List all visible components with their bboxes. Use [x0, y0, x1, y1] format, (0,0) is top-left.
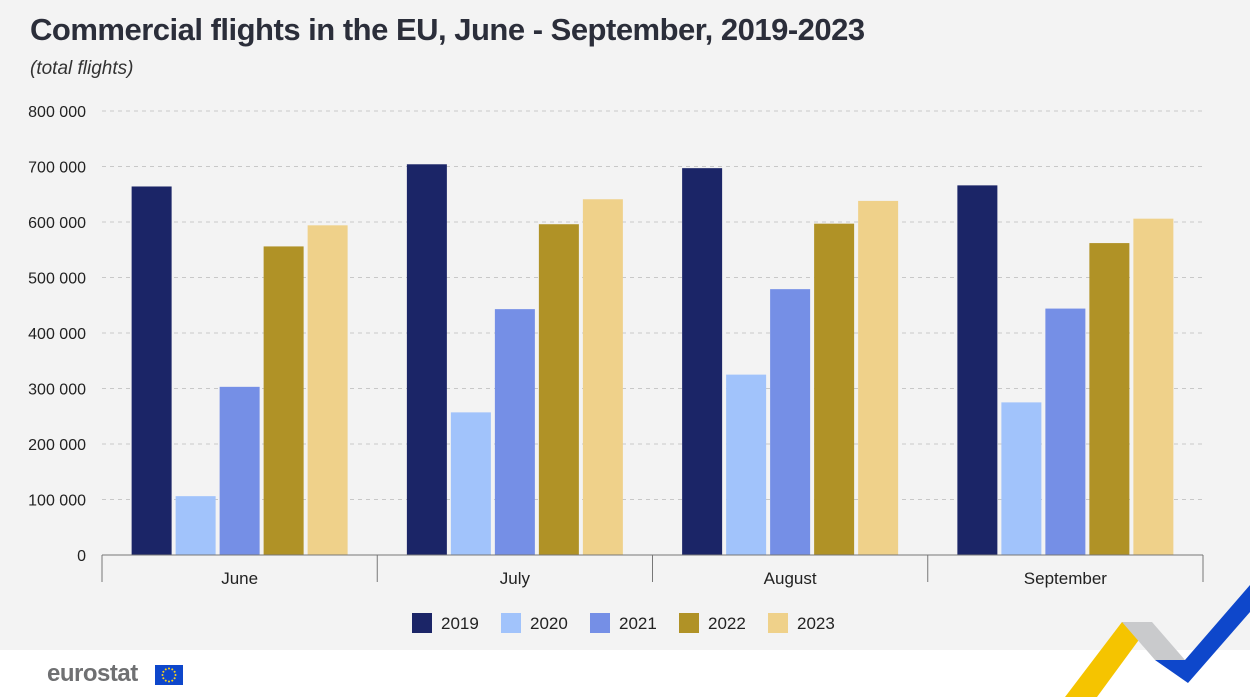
eu-star: [173, 670, 176, 673]
bar-2021-july: [494, 309, 535, 555]
y-tick-label: 800 000: [28, 104, 86, 121]
legend-swatch: [768, 613, 788, 633]
x-category-label: July: [500, 569, 531, 588]
eu-star: [162, 670, 165, 673]
y-tick-label: 600 000: [28, 215, 86, 232]
bar-2021-september: [1045, 308, 1086, 555]
eu-star: [171, 668, 174, 671]
eu-star: [168, 667, 170, 670]
bar-2019-july: [406, 164, 447, 555]
legend-label: 2022: [708, 614, 746, 633]
bar-2022-july: [538, 224, 579, 555]
x-category-label: September: [1024, 569, 1107, 588]
eurostat-logo: eurostat: [47, 660, 138, 687]
eu-star: [173, 677, 176, 680]
eu-star: [171, 679, 174, 682]
bar-2019-august: [682, 168, 723, 556]
legend-swatch: [590, 613, 610, 633]
y-tick-label: 200 000: [28, 437, 86, 454]
eu-star: [164, 679, 167, 682]
eu-flag-icon: [155, 665, 183, 685]
bar-2020-september: [1001, 402, 1042, 555]
eu-star: [161, 674, 164, 676]
eu-star: [168, 680, 170, 683]
chart-subtitle: (total flights): [30, 58, 134, 79]
y-tick-label: 700 000: [28, 160, 86, 177]
legend-label: 2021: [619, 614, 657, 633]
legend-swatch: [679, 613, 699, 633]
x-category-label: August: [764, 569, 817, 588]
legend-swatch: [412, 613, 432, 633]
bar-2023-september: [1133, 218, 1174, 556]
x-axis: June July August September: [101, 554, 1204, 588]
bar-2019-june: [131, 186, 172, 556]
legend-label: 2023: [797, 614, 835, 633]
eu-flag-stars: [161, 667, 177, 683]
eu-star: [164, 668, 167, 671]
legend-label: 2020: [530, 614, 568, 633]
bar-2022-june: [263, 246, 304, 556]
eu-star: [162, 677, 165, 680]
bar-2021-august: [770, 289, 811, 555]
bar-2023-june: [307, 225, 348, 555]
bar-2021-june: [219, 386, 260, 555]
legend-label: 2019: [441, 614, 479, 633]
bar-2019-september: [957, 185, 998, 555]
bar-2023-august: [858, 200, 899, 555]
y-axis-ticks: 0 100 000 200 000 300 000 400 000 500 000 600 …: [28, 104, 86, 565]
y-tick-label: 400 000: [28, 326, 86, 343]
legend-swatch: [501, 613, 521, 633]
bar-2022-august: [814, 223, 855, 556]
y-tick-label: 0: [77, 548, 86, 565]
legend: 2019 2020 2021 2022 2023: [412, 613, 835, 633]
eu-star: [174, 674, 177, 676]
chart-title: Commercial flights in the EU, June - Sep…: [30, 12, 865, 47]
y-tick-label: 100 000: [28, 493, 86, 510]
y-tick-label: 300 000: [28, 382, 86, 399]
bar-2023-july: [582, 199, 623, 555]
bar-2020-august: [726, 374, 767, 555]
bar-2022-september: [1089, 243, 1130, 555]
x-category-label: June: [221, 569, 258, 588]
bars: [131, 164, 1174, 556]
brand-swoosh-icon: [1065, 585, 1250, 697]
y-tick-label: 500 000: [28, 271, 86, 288]
bar-2020-july: [450, 412, 491, 555]
bar-2020-june: [175, 496, 216, 555]
